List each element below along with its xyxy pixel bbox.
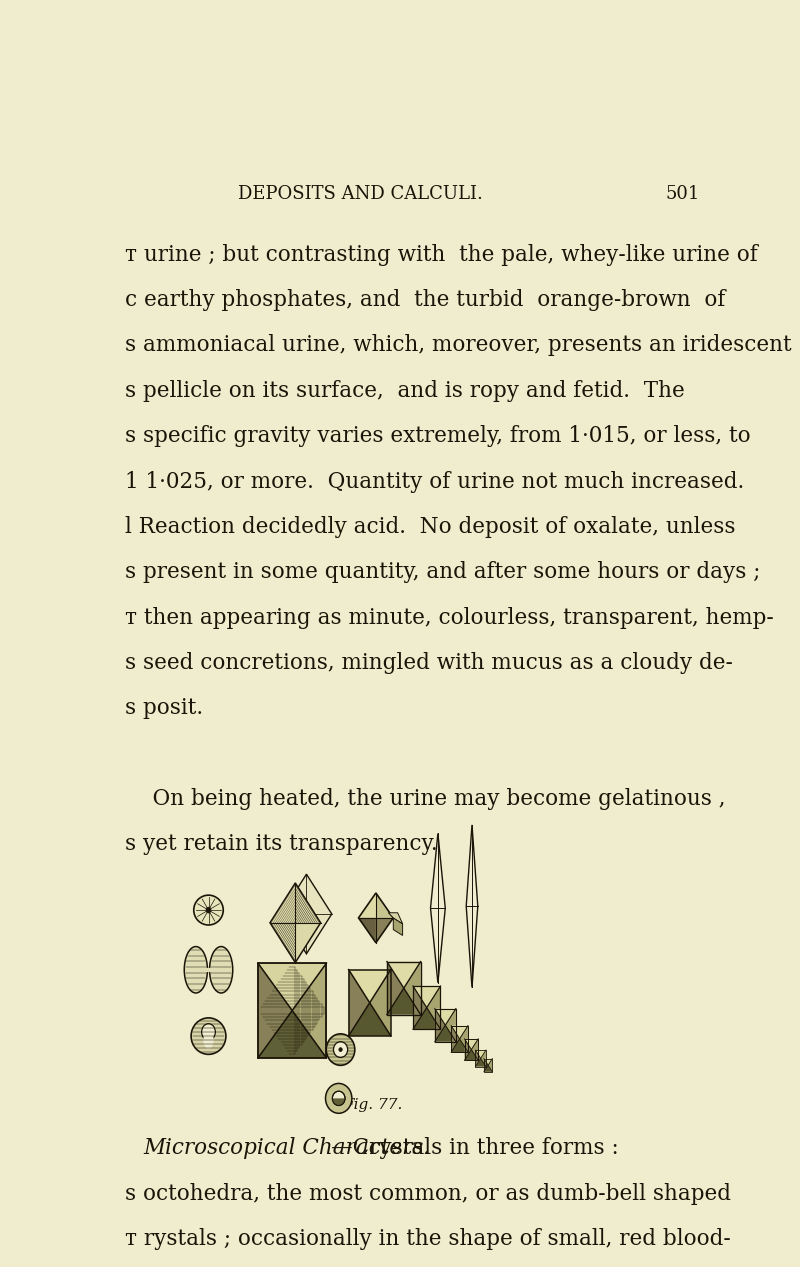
Polygon shape — [394, 917, 402, 935]
Polygon shape — [465, 1049, 478, 1060]
Text: ѕ octohedra, the most common, or as dumb-bell shaped: ѕ octohedra, the most common, or as dumb… — [125, 1183, 731, 1205]
Text: ѕ yet retain its transparency.: ѕ yet retain its transparency. — [125, 834, 438, 855]
Polygon shape — [349, 1002, 390, 1036]
Ellipse shape — [194, 896, 223, 925]
Polygon shape — [413, 1007, 441, 1029]
Polygon shape — [376, 893, 394, 917]
Polygon shape — [370, 969, 390, 1036]
Polygon shape — [465, 1039, 471, 1060]
Polygon shape — [387, 962, 421, 988]
Polygon shape — [349, 969, 390, 1002]
Text: ѕ seed concretions, mingled with mucus as a cloudy de-: ѕ seed concretions, mingled with mucus a… — [125, 653, 733, 674]
Polygon shape — [459, 1025, 468, 1052]
Polygon shape — [404, 962, 421, 1015]
Ellipse shape — [339, 1048, 342, 1052]
Text: ѕ posit.: ѕ posit. — [125, 697, 203, 720]
Text: ѕ pellicle on its surface,  and is ropy and fetid.  The: ѕ pellicle on its surface, and is ropy a… — [125, 380, 685, 402]
Polygon shape — [451, 1025, 468, 1039]
Ellipse shape — [184, 946, 207, 993]
Polygon shape — [258, 963, 326, 1011]
Polygon shape — [435, 1025, 456, 1041]
Polygon shape — [376, 917, 394, 943]
Polygon shape — [281, 874, 332, 954]
Text: Fig. 77.: Fig. 77. — [343, 1098, 402, 1112]
Polygon shape — [413, 986, 426, 1029]
Polygon shape — [270, 883, 321, 963]
Text: l Reaction decidedly acid.  No deposit of oxalate, unless: l Reaction decidedly acid. No deposit of… — [125, 516, 735, 538]
Polygon shape — [488, 1058, 492, 1072]
Polygon shape — [332, 1098, 345, 1106]
Text: ѕ present in some quantity, and after some hours or days ;: ѕ present in some quantity, and after so… — [125, 561, 760, 583]
Text: с earthy phosphates, and  the turbid  orange-brown  of: с earthy phosphates, and the turbid oran… — [125, 289, 725, 312]
Polygon shape — [388, 912, 402, 924]
Polygon shape — [387, 988, 421, 1015]
Polygon shape — [471, 1039, 478, 1060]
Polygon shape — [466, 825, 478, 987]
Polygon shape — [258, 963, 292, 1058]
Polygon shape — [446, 1009, 456, 1041]
Ellipse shape — [332, 1091, 345, 1106]
Polygon shape — [426, 986, 441, 1029]
Polygon shape — [484, 1066, 492, 1072]
Polygon shape — [451, 1039, 468, 1052]
Text: Microscopical Characters.: Microscopical Characters. — [143, 1138, 430, 1159]
Text: т urine ; but contrasting with  the pale, whey-like urine of: т urine ; but contrasting with the pale,… — [125, 243, 758, 266]
Polygon shape — [451, 1025, 459, 1052]
Text: т rystals ; occasionally in the shape of small, red blood-: т rystals ; occasionally in the shape of… — [125, 1228, 730, 1251]
Polygon shape — [435, 1009, 446, 1041]
Polygon shape — [358, 917, 376, 943]
Text: 1 1·025, or more.  Quantity of urine not much increased.: 1 1·025, or more. Quantity of urine not … — [125, 470, 744, 493]
Polygon shape — [481, 1050, 486, 1067]
Ellipse shape — [203, 1033, 214, 1049]
Polygon shape — [484, 1058, 492, 1066]
Text: DEPOSITS AND CALCULI.: DEPOSITS AND CALCULI. — [238, 185, 483, 203]
Polygon shape — [465, 1039, 478, 1049]
Polygon shape — [430, 834, 446, 983]
Polygon shape — [484, 1058, 488, 1072]
Text: —Crystals in three forms :: —Crystals in three forms : — [330, 1138, 618, 1159]
Polygon shape — [349, 969, 370, 1036]
Ellipse shape — [210, 946, 233, 993]
Polygon shape — [475, 1050, 481, 1067]
Text: 501: 501 — [666, 185, 700, 203]
Polygon shape — [475, 1050, 486, 1058]
Text: On being heated, the urine may become gelatinous ,: On being heated, the urine may become ge… — [125, 788, 726, 810]
Text: т then appearing as minute, colourless, transparent, hemp-: т then appearing as minute, colourless, … — [125, 607, 774, 628]
Polygon shape — [292, 963, 326, 1058]
Ellipse shape — [326, 1034, 354, 1066]
Text: ѕ ammoniacal urine, which, moreover, presents an iridescent: ѕ ammoniacal urine, which, moreover, pre… — [125, 334, 791, 356]
Polygon shape — [475, 1058, 486, 1067]
Polygon shape — [435, 1009, 456, 1025]
Polygon shape — [413, 986, 441, 1007]
Ellipse shape — [206, 907, 211, 914]
Polygon shape — [358, 893, 376, 917]
Ellipse shape — [202, 1024, 215, 1040]
Polygon shape — [258, 1011, 326, 1058]
Ellipse shape — [334, 1041, 348, 1058]
Polygon shape — [387, 962, 404, 1015]
Ellipse shape — [191, 1017, 226, 1054]
Ellipse shape — [326, 1083, 352, 1114]
Text: ѕ specific gravity varies extremely, from 1·015, or less, to: ѕ specific gravity varies extremely, fro… — [125, 426, 750, 447]
